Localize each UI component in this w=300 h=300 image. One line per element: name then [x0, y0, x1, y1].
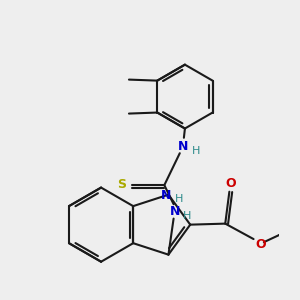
- Text: N: N: [169, 206, 180, 218]
- Text: S: S: [118, 178, 127, 191]
- Text: H: H: [175, 194, 183, 204]
- Text: O: O: [225, 177, 236, 190]
- Text: H: H: [192, 146, 200, 156]
- Text: H: H: [183, 211, 192, 221]
- Text: N: N: [178, 140, 188, 152]
- Text: O: O: [255, 238, 266, 251]
- Text: N: N: [161, 189, 172, 202]
